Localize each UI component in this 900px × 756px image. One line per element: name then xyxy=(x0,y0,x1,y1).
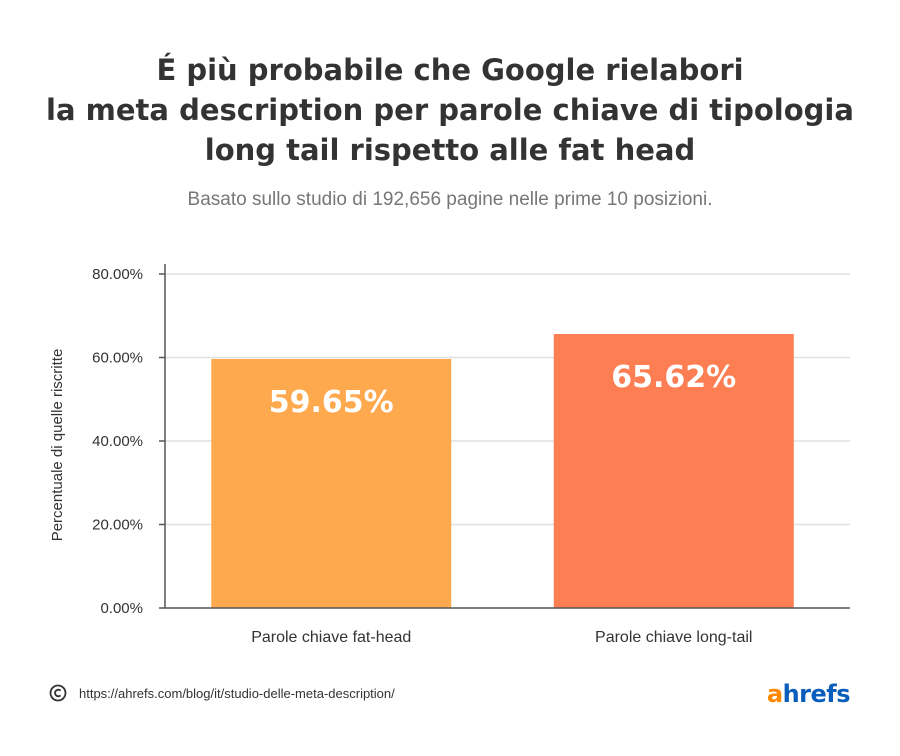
y-tick-label: 60.00% xyxy=(92,350,143,367)
copyright-icon xyxy=(49,684,67,702)
x-tick-label: Parole chiave fat-head xyxy=(251,629,411,646)
y-tick-label: 20.00% xyxy=(92,517,143,534)
x-tick-label: Parole chiave long-tail xyxy=(595,629,752,646)
y-tick-label: 0.00% xyxy=(100,600,143,617)
data-label: 65.62% xyxy=(611,360,736,395)
chart-title: É più probabile che Google rielabori la … xyxy=(0,50,900,170)
ahrefs-logo: ahrefs xyxy=(766,680,851,708)
x-tick-labels: Parole chiave fat-head Parole chiave long… xyxy=(251,629,752,646)
title-line-1: É più probabile che Google rielabori xyxy=(156,53,744,87)
bar xyxy=(553,334,794,608)
y-tick-label: 40.00% xyxy=(92,433,143,450)
y-tick-labels: 0.00% 20.00% 40.00% 60.00% 80.00% xyxy=(92,266,143,617)
data-labels: 59.65% 65.62% xyxy=(269,360,736,420)
data-label: 59.65% xyxy=(269,385,394,420)
y-tick-label: 80.00% xyxy=(92,266,143,283)
title-line-2: la meta description per parole chiave di… xyxy=(46,93,854,127)
axes xyxy=(164,264,850,609)
chart-subtitle: Basato sullo studio di 192,656 pagine ne… xyxy=(187,189,713,210)
bars xyxy=(211,334,794,608)
source-url[interactable]: https://ahrefs.com/blog/it/studio-delle-… xyxy=(79,686,395,701)
y-axis-label: Percentuale di quelle riscritte xyxy=(49,349,66,542)
bar xyxy=(211,358,452,608)
title-line-3: long tail rispetto alle fat head xyxy=(204,133,696,167)
